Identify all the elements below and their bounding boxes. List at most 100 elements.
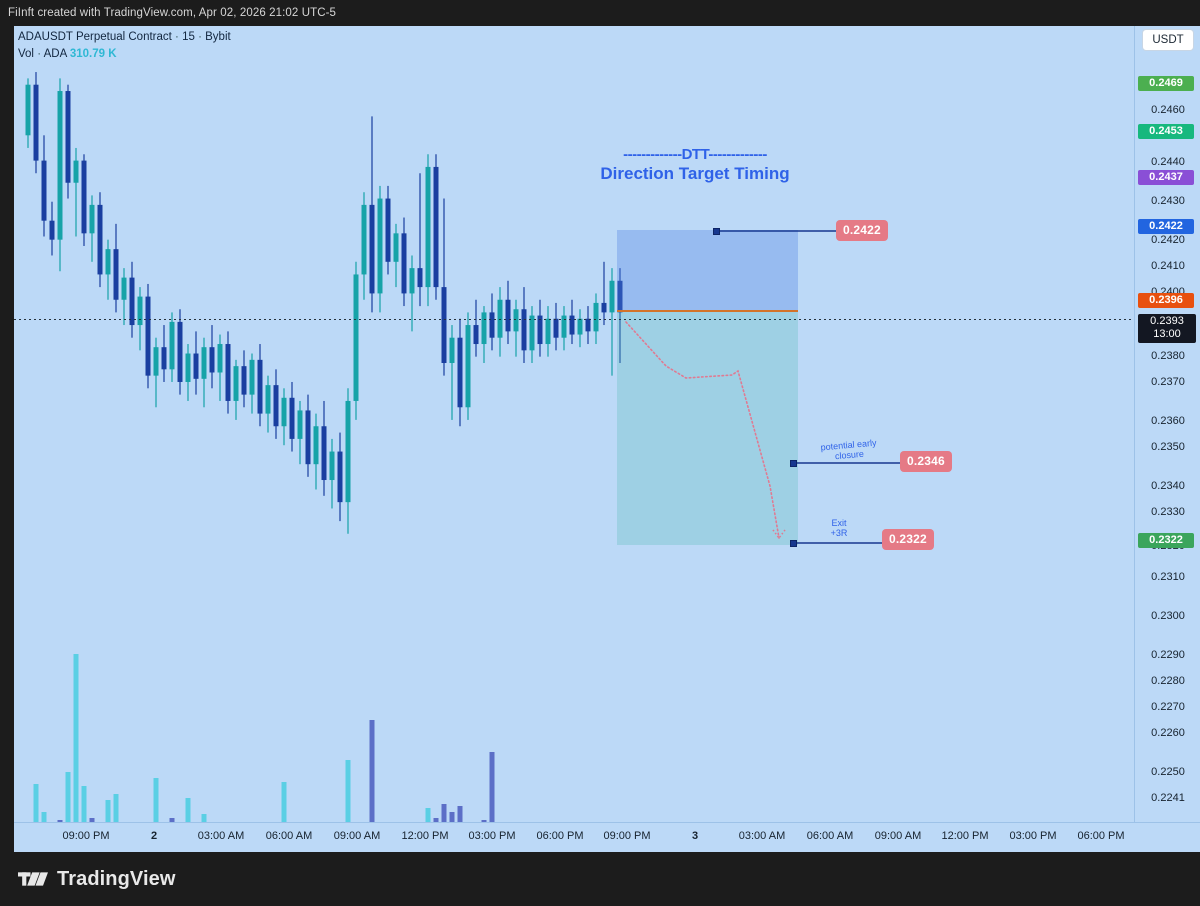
- candle: [201, 337, 207, 408]
- candle: [601, 261, 607, 326]
- exit-price-tag[interactable]: 0.2322: [882, 529, 934, 550]
- volume-bar: [113, 794, 119, 822]
- candle: [265, 375, 271, 433]
- candle: [185, 344, 191, 401]
- price-tick: 0.2460: [1151, 104, 1185, 116]
- price-tick: 0.2430: [1151, 195, 1185, 207]
- stop-price-tag[interactable]: 0.2422: [836, 220, 888, 241]
- candle: [329, 438, 335, 509]
- candle: [297, 400, 303, 465]
- candle: [489, 293, 495, 351]
- price-tick: 0.2340: [1151, 480, 1185, 492]
- price-level-tag[interactable]: 0.2469: [1138, 76, 1194, 91]
- volume-bar: [169, 818, 175, 822]
- volume-bar: [89, 818, 95, 822]
- anchor-point-stop[interactable]: [713, 228, 720, 235]
- candle: [273, 369, 279, 439]
- price-tick: 0.2370: [1151, 376, 1185, 388]
- price-tick: 0.2410: [1151, 260, 1185, 272]
- candle: [225, 331, 231, 414]
- price-tick: 0.2260: [1151, 727, 1185, 739]
- time-tick: 09:00 AM: [333, 830, 381, 842]
- price-pane[interactable]: 0.2422 0.2346 0.2322 potential early clo…: [14, 26, 1134, 822]
- candle: [241, 350, 247, 408]
- price-level-tag[interactable]: 0.2437: [1138, 170, 1194, 185]
- volume-bar: [481, 820, 487, 822]
- candle: [41, 135, 47, 237]
- price-tick: 0.2330: [1151, 506, 1185, 518]
- time-tick: 12:00 PM: [401, 830, 449, 842]
- currency-unit-button[interactable]: USDT: [1142, 29, 1194, 51]
- candle: [441, 198, 447, 376]
- candle: [449, 325, 455, 420]
- candle: [513, 299, 519, 357]
- candle: [305, 394, 311, 477]
- time-tick: 09:00 PM: [603, 830, 651, 842]
- volume-bar: [281, 782, 287, 822]
- price-tick: 0.2241: [1151, 792, 1185, 804]
- candle: [465, 312, 471, 420]
- candle: [409, 255, 415, 332]
- target-zone-rectangle[interactable]: [617, 312, 798, 545]
- candle: [57, 78, 63, 272]
- watermark-text: FiInft created with TradingView.com, Apr…: [8, 7, 337, 19]
- partial-price-tag[interactable]: 0.2346: [900, 451, 952, 472]
- candle: [321, 400, 327, 496]
- exit-label: Exit +3R: [830, 518, 848, 538]
- candle: [137, 287, 143, 351]
- candle: [89, 195, 95, 262]
- candle: [217, 334, 223, 401]
- time-tick: 03:00 PM: [1009, 830, 1057, 842]
- chart-area[interactable]: 0.2422 0.2346 0.2322 potential early clo…: [14, 26, 1200, 822]
- anchor-point-partial[interactable]: [790, 460, 797, 467]
- price-tick: 0.2270: [1151, 701, 1185, 713]
- price-scale[interactable]: USDT 0.24600.24500.24400.24300.24200.241…: [1134, 26, 1200, 822]
- candle: [153, 337, 159, 408]
- crosshair-horizontal-line: [14, 319, 1134, 320]
- volume-bar: [105, 800, 111, 822]
- volume-bar: [449, 812, 455, 822]
- entry-price-line[interactable]: [617, 310, 798, 312]
- top-watermark-bar: FiInft created with TradingView.com, Apr…: [0, 0, 1200, 26]
- volume-bar: [65, 772, 71, 822]
- tradingview-logo-icon: [18, 872, 48, 886]
- candle: [537, 299, 543, 357]
- price-tick: 0.2310: [1151, 571, 1185, 583]
- candle: [353, 261, 359, 420]
- candle: [345, 388, 351, 534]
- candle: [545, 306, 551, 357]
- candle: [609, 268, 615, 376]
- candle: [49, 201, 55, 256]
- volume-bar: [457, 806, 463, 822]
- price-level-tag[interactable]: 0.2396: [1138, 293, 1194, 308]
- stop-zone-rectangle[interactable]: [617, 230, 798, 310]
- price-tick: 0.2440: [1151, 156, 1185, 168]
- candle: [169, 312, 175, 382]
- price-tick: 0.2290: [1151, 649, 1185, 661]
- candle: [521, 287, 527, 363]
- candle: [249, 353, 255, 414]
- candle: [337, 432, 343, 522]
- candle: [369, 116, 375, 313]
- time-tick: 03:00 PM: [468, 830, 516, 842]
- price-level-tag[interactable]: 0.2322: [1138, 533, 1194, 548]
- tradingview-logo[interactable]: TradingView: [0, 868, 176, 891]
- price-level-tag[interactable]: 0.2453: [1138, 124, 1194, 139]
- candle: [385, 185, 391, 275]
- price-tick: 0.2280: [1151, 675, 1185, 687]
- time-tick: 2: [150, 830, 158, 842]
- candle: [193, 331, 199, 395]
- candle: [177, 309, 183, 395]
- candle: [281, 388, 287, 446]
- candle: [33, 72, 39, 174]
- price-level-tag[interactable]: 0.2422: [1138, 219, 1194, 234]
- candle: [593, 293, 599, 345]
- price-tick: 0.2300: [1151, 610, 1185, 622]
- candle: [105, 239, 111, 300]
- anchor-point-exit[interactable]: [790, 540, 797, 547]
- candle: [417, 173, 423, 307]
- time-scale[interactable]: 09:00 PM 2 03:00 AM 06:00 AM 09:00 AM 12:00 P…: [14, 822, 1200, 852]
- volume-bar: [73, 654, 79, 822]
- volume-bar: [153, 778, 159, 822]
